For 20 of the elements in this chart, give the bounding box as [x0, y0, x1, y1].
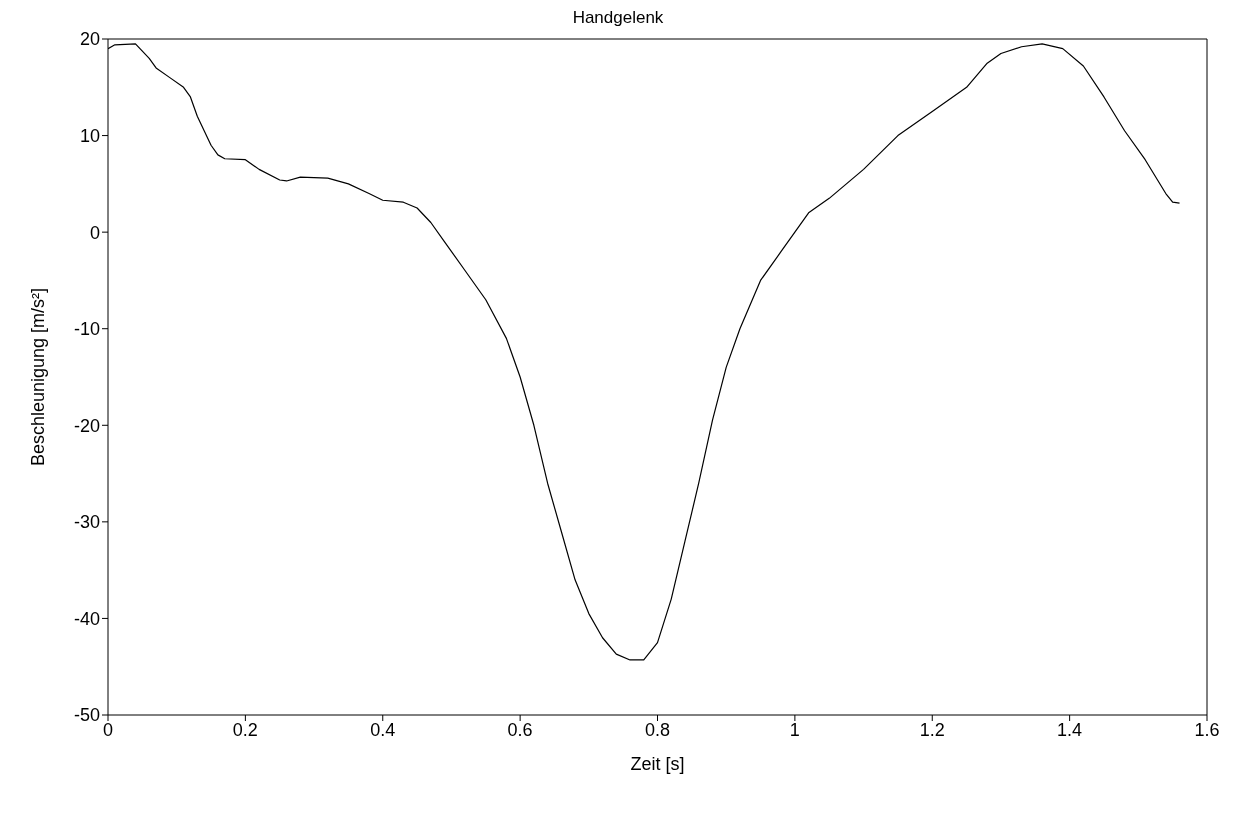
x-tick-label: 1.4 — [1057, 719, 1083, 740]
x-axis-title: Zeit [s] — [630, 754, 685, 774]
chart-title: Handgelenk — [571, 8, 665, 29]
x-tick-label: 0 — [102, 719, 114, 740]
y-axis-title: Beschleunigung [m/s²] — [28, 287, 49, 467]
y-tick-label: -30 — [73, 512, 100, 533]
y-tick-label: 0 — [89, 222, 100, 243]
x-tick-label: 0.6 — [507, 719, 533, 740]
y-tick-label: 10 — [79, 125, 100, 146]
x-tick-label: 0.8 — [644, 719, 671, 740]
x-tick-label: 1.6 — [1194, 719, 1220, 740]
y-tick-label: -50 — [73, 705, 100, 726]
x-tick-label: 0.2 — [232, 719, 258, 740]
x-tick-label: 1.2 — [919, 719, 945, 740]
y-tick-label: -40 — [73, 608, 100, 629]
x-tick-label: 0.4 — [370, 719, 396, 740]
y-tick-label: -20 — [73, 415, 100, 436]
x-tick-label: 1 — [789, 719, 800, 740]
y-tick-label: -10 — [73, 319, 100, 340]
y-tick-label: 20 — [79, 29, 100, 50]
